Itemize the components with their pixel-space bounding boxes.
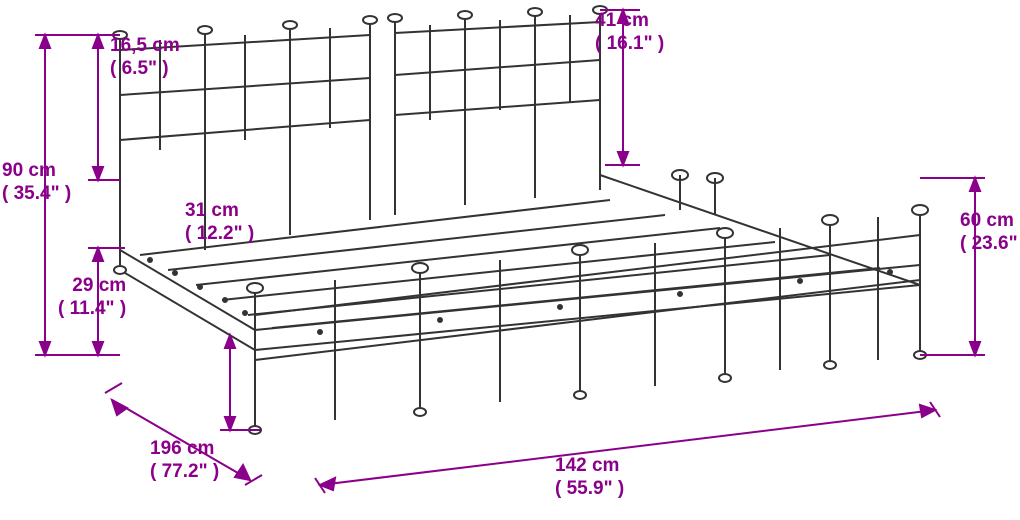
label-length: 196 cm ( 77.2" )	[150, 438, 219, 484]
label-headboard-gap: 16,5 cm ( 6.5" )	[110, 35, 180, 81]
label-total-height: 90 cm ( 35.4" )	[2, 160, 71, 206]
label-clearance: 31 cm ( 12.2" )	[185, 200, 254, 246]
label-headboard-top: 41 cm ( 16.1" )	[595, 10, 664, 56]
label-rail-height: 29 cm ( 11.4" )	[58, 275, 126, 321]
label-footboard-height: 60 cm ( 23.6" )	[960, 210, 1020, 256]
label-width: 142 cm ( 55.9" )	[555, 455, 624, 501]
